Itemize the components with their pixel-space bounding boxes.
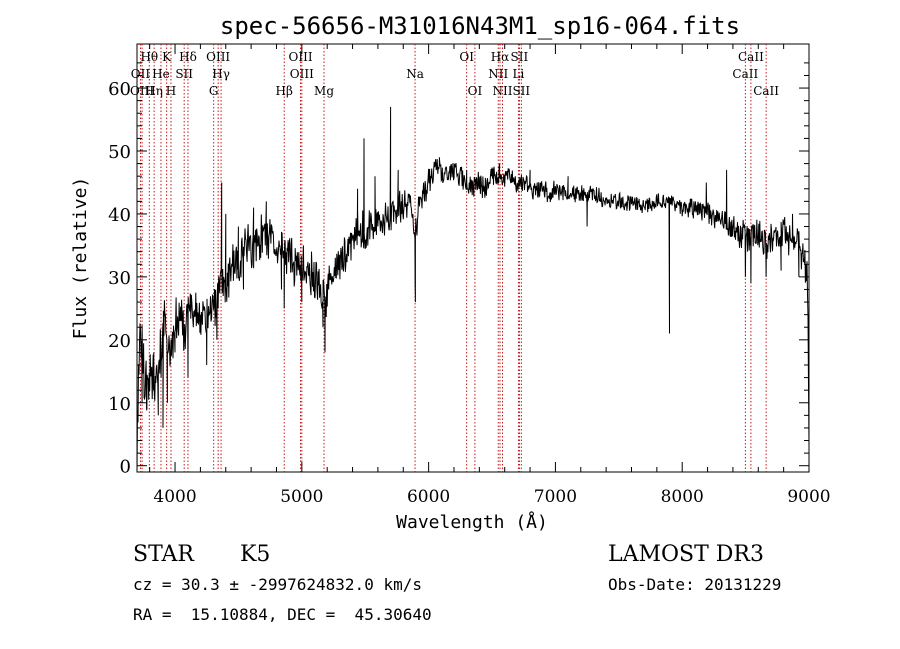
y-axis-label: Flux (relative) — [70, 177, 91, 340]
line-marker-label: OIII — [130, 84, 154, 98]
line-marker-label: Hδ — [179, 50, 197, 64]
object-subclass: K5 — [240, 542, 270, 567]
line-marker-label: SII — [511, 50, 529, 64]
line-marker-label: Hθ — [140, 50, 158, 64]
x-tick-label: 6000 — [407, 487, 450, 507]
line-marker-label: G — [209, 84, 219, 98]
line-marker-label: OI — [459, 50, 474, 64]
spectrum-series — [136, 106, 810, 473]
y-tick-label: 40 — [108, 205, 131, 226]
line-marker-label: Na — [406, 67, 424, 81]
line-marker-label: Hη — [145, 84, 163, 98]
line-marker-label: H — [166, 84, 176, 98]
line-marker-label: SII — [512, 84, 530, 98]
obs-date: Obs-Date: 20131229 — [608, 575, 781, 594]
coordinates: RA = 15.10884, DEC = 45.30640 — [133, 605, 432, 624]
line-marker-label: K — [162, 50, 172, 64]
y-tick-label: 20 — [108, 331, 131, 352]
line-marker-label: OI — [468, 84, 483, 98]
line-marker-label: CaII — [732, 67, 758, 81]
line-marker-label: Li — [512, 67, 524, 81]
plot-frame — [136, 43, 810, 473]
y-tick-label: 0 — [120, 457, 131, 478]
y-tick-label: 50 — [108, 142, 131, 163]
line-marker-label: Hβ — [276, 84, 293, 98]
object-class: STAR — [133, 542, 195, 567]
y-tick-label: 10 — [108, 394, 131, 415]
survey-label: LAMOST DR3 — [608, 542, 764, 567]
y-tick-label: 60 — [108, 79, 131, 100]
y-tick-label: 30 — [108, 268, 131, 289]
line-marker-label: Hα — [491, 50, 510, 64]
y-axis-ticks: 0 10 20 30 40 50 60 — [108, 62, 809, 478]
line-marker-label: NII — [493, 84, 513, 98]
redshift-readout: cz = 30.3 ± -2997624832.0 km/s — [133, 575, 422, 594]
line-marker-label: NII — [488, 67, 508, 81]
line-marker-label: He — [152, 67, 170, 81]
line-marker-label: SII — [175, 67, 193, 81]
x-tick-label: 7000 — [534, 487, 577, 507]
x-tick-label: 8000 — [661, 487, 704, 507]
line-marker-label: OIII — [290, 67, 314, 81]
line-marker-label: Hγ — [212, 67, 230, 81]
x-tick-label: 4000 — [153, 487, 196, 507]
x-axis-label: Wavelength (Å) — [396, 511, 548, 533]
x-tick-label: 9000 — [787, 487, 830, 507]
line-marker-label: OIII — [206, 50, 230, 64]
line-marker-label: OII — [131, 67, 151, 81]
line-marker-label: CaII — [738, 50, 764, 64]
line-marker-label: Mg — [314, 84, 334, 98]
line-marker-label: CaII — [753, 84, 779, 98]
line-marker-label: OIII — [289, 50, 313, 64]
x-tick-label: 5000 — [280, 487, 323, 507]
flux-line — [136, 106, 810, 473]
x-axis-ticks: 4000 5000 6000 7000 8000 9000 — [149, 44, 831, 507]
chart-title: spec-56656-M31016N43M1_sp16-064.fits — [220, 12, 740, 40]
